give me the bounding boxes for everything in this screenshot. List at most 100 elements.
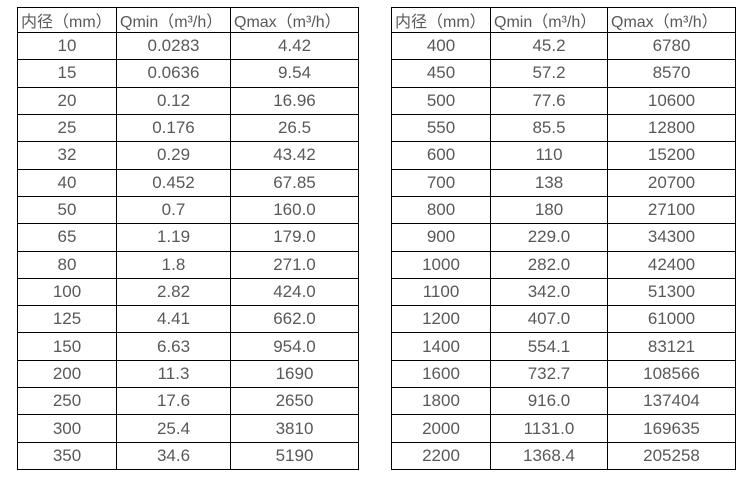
cell: 1.8 (116, 250, 231, 279)
table-row: 700 138 20700 (391, 168, 736, 197)
cell: 15200 (607, 141, 736, 170)
cell: 67.85 (230, 168, 359, 197)
cell: 205258 (607, 441, 736, 471)
cell: 407.0 (490, 305, 608, 334)
cell: 11.3 (116, 359, 231, 389)
cell: 125 (17, 305, 117, 334)
cell: 137404 (607, 387, 736, 416)
table-row: 900 229.0 34300 (391, 223, 736, 252)
column-header: Qmin（m³/h） (116, 7, 231, 33)
table-row: 50 0.7 160.0 (17, 195, 359, 225)
cell: 271.0 (230, 250, 359, 279)
cell: 400 (391, 31, 491, 61)
cell: 250 (17, 387, 117, 416)
column-header: Qmax（m³/h） (607, 7, 736, 33)
cell: 57.2 (490, 59, 608, 88)
table-row: 2200 1368.4 205258 (391, 441, 736, 471)
cell: 0.0636 (116, 59, 231, 88)
cell: 916.0 (490, 387, 608, 416)
cell: 1600 (391, 359, 491, 389)
table-row: 1800 916.0 137404 (391, 387, 736, 416)
cell: 10600 (607, 86, 736, 115)
table-row: 200 11.3 1690 (17, 359, 359, 389)
cell: 50 (17, 195, 117, 225)
cell: 1800 (391, 387, 491, 416)
cell: 200 (17, 359, 117, 389)
cell: 5190 (230, 441, 359, 471)
table-row: 1600 732.7 108566 (391, 359, 736, 389)
header-row: 内径（mm） Qmin（m³/h） Qmax（m³/h） (391, 7, 736, 33)
table-row: 350 34.6 5190 (17, 441, 359, 471)
cell: 45.2 (490, 31, 608, 61)
cell: 424.0 (230, 277, 359, 307)
cell: 2000 (391, 414, 491, 443)
cell: 4.41 (116, 305, 231, 334)
cell: 179.0 (230, 223, 359, 252)
cell: 4.42 (230, 31, 359, 61)
cell: 3810 (230, 414, 359, 443)
table-row: 20 0.12 16.96 (17, 86, 359, 115)
cell: 27100 (607, 195, 736, 225)
table-row: 450 57.2 8570 (391, 59, 736, 88)
cell: 20 (17, 86, 117, 115)
cell: 1400 (391, 332, 491, 361)
cell: 138 (490, 168, 608, 197)
cell: 26.5 (230, 113, 359, 143)
table-row: 80 1.8 271.0 (17, 250, 359, 279)
table-row: 125 4.41 662.0 (17, 305, 359, 334)
cell: 229.0 (490, 223, 608, 252)
cell: 83121 (607, 332, 736, 361)
cell: 100 (17, 277, 117, 307)
column-header: 内径（mm） (17, 7, 117, 33)
cell: 554.1 (490, 332, 608, 361)
table-row: 600 110 15200 (391, 141, 736, 170)
cell: 32 (17, 141, 117, 170)
table-row: 400 45.2 6780 (391, 31, 736, 61)
cell: 150 (17, 332, 117, 361)
cell: 10 (17, 31, 117, 61)
cell: 160.0 (230, 195, 359, 225)
table-row: 1400 554.1 83121 (391, 332, 736, 361)
cell: 9.54 (230, 59, 359, 88)
cell: 662.0 (230, 305, 359, 334)
cell: 65 (17, 223, 117, 252)
cell: 0.29 (116, 141, 231, 170)
cell: 51300 (607, 277, 736, 307)
cell: 2200 (391, 441, 491, 471)
table-row: 500 77.6 10600 (391, 86, 736, 115)
cell: 282.0 (490, 250, 608, 279)
cell: 169635 (607, 414, 736, 443)
cell: 77.6 (490, 86, 608, 115)
cell: 85.5 (490, 113, 608, 143)
cell: 2.82 (116, 277, 231, 307)
cell: 34.6 (116, 441, 231, 471)
cell: 42400 (607, 250, 736, 279)
header-row: 内径（mm） Qmin（m³/h） Qmax（m³/h） (17, 7, 359, 33)
cell: 12800 (607, 113, 736, 143)
cell: 0.452 (116, 168, 231, 197)
cell: 300 (17, 414, 117, 443)
table-row: 10 0.0283 4.42 (17, 31, 359, 61)
table-row: 32 0.29 43.42 (17, 141, 359, 170)
cell: 43.42 (230, 141, 359, 170)
table-row: 1200 407.0 61000 (391, 305, 736, 334)
cell: 800 (391, 195, 491, 225)
table-row: 100 2.82 424.0 (17, 277, 359, 307)
cell: 25.4 (116, 414, 231, 443)
cell: 80 (17, 250, 117, 279)
cell: 1200 (391, 305, 491, 334)
cell: 1100 (391, 277, 491, 307)
table-row: 250 17.6 2650 (17, 387, 359, 416)
cell: 2650 (230, 387, 359, 416)
cell: 17.6 (116, 387, 231, 416)
table-row: 1100 342.0 51300 (391, 277, 736, 307)
cell: 550 (391, 113, 491, 143)
cell: 500 (391, 86, 491, 115)
cell: 700 (391, 168, 491, 197)
table-row: 800 180 27100 (391, 195, 736, 225)
cell: 15 (17, 59, 117, 88)
table-row: 2000 1131.0 169635 (391, 414, 736, 443)
cell: 40 (17, 168, 117, 197)
cell: 0.0283 (116, 31, 231, 61)
table-row: 300 25.4 3810 (17, 414, 359, 443)
